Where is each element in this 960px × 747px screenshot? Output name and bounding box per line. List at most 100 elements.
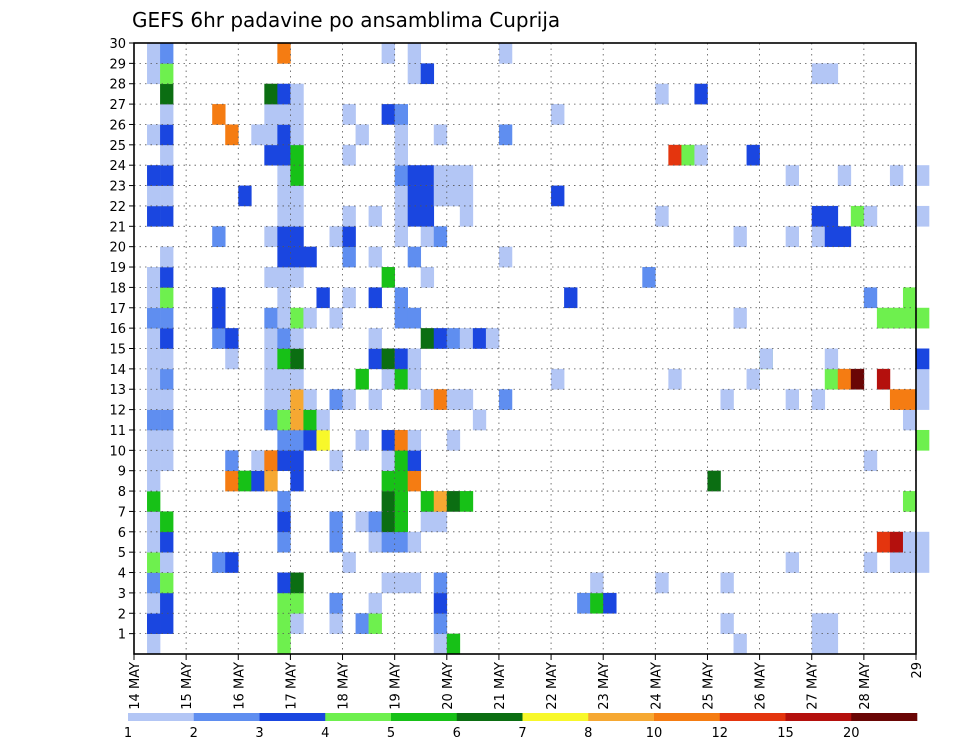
heatmap-cell	[394, 185, 408, 207]
heatmap-cell	[498, 389, 513, 410]
heatmap-cell	[381, 43, 395, 64]
heatmap-cell	[577, 592, 591, 614]
heatmap-cell	[342, 205, 356, 227]
heatmap-cell	[342, 287, 356, 309]
heatmap-cell	[160, 124, 174, 146]
heatmap-cell	[238, 185, 252, 207]
heatmap-cell	[225, 348, 239, 370]
heatmap-cell	[316, 429, 330, 451]
heatmap-cell	[655, 83, 669, 105]
heatmap-cell	[394, 572, 408, 594]
heatmap-cell	[290, 613, 304, 634]
heatmap-cell	[290, 267, 304, 288]
heatmap-cell	[264, 226, 278, 247]
heatmap-cell	[277, 368, 291, 390]
heatmap-cell	[147, 409, 161, 431]
heatmap-cell	[225, 470, 239, 492]
heatmap-cell	[264, 83, 278, 105]
heatmap-cell	[368, 613, 382, 634]
heatmap-cell	[264, 368, 278, 390]
heatmap-cell	[329, 226, 343, 247]
heatmap-cell	[394, 144, 408, 166]
heatmap-cell	[160, 572, 174, 594]
y-tick-label: 11	[109, 424, 126, 439]
heatmap-cell	[603, 592, 617, 614]
heatmap-cell	[876, 531, 891, 553]
heatmap-cell	[837, 226, 852, 247]
x-tick-label: 23 MAY	[597, 662, 612, 710]
legend-swatch	[193, 713, 260, 721]
heatmap-cell	[160, 328, 174, 349]
y-tick-label: 19	[109, 261, 126, 276]
heatmap-cell	[277, 205, 291, 227]
heatmap-cell	[564, 287, 578, 309]
heatmap-cell	[277, 267, 291, 288]
x-tick-label: 15 MAY	[180, 662, 195, 710]
heatmap-cell	[368, 348, 382, 370]
heatmap-cell	[290, 104, 304, 125]
heatmap-cell	[811, 205, 826, 227]
heatmap-cell	[251, 124, 265, 146]
heatmap-cell	[655, 205, 669, 227]
heatmap-cell	[160, 287, 174, 309]
heatmap-cell	[459, 328, 474, 349]
heatmap-cell	[446, 389, 461, 410]
heatmap-cell	[850, 368, 865, 390]
legend-label: 6	[453, 726, 461, 741]
y-tick-label: 21	[109, 220, 126, 235]
heatmap-cell	[147, 205, 161, 227]
heatmap-cell	[212, 552, 226, 573]
heatmap-cell	[642, 267, 656, 288]
heatmap-cell	[902, 531, 917, 553]
heatmap-cell	[290, 389, 304, 410]
heatmap-cell	[889, 307, 904, 329]
heatmap-cell	[381, 104, 395, 125]
x-axis-ticks: 14 MAY 15 MAY 16 MAY 17 MAY 18 MAY 19 MAY 20 M…	[128, 654, 925, 710]
heatmap-cell	[394, 307, 408, 329]
heatmap-cell	[446, 633, 461, 655]
heatmap-cell	[916, 389, 930, 410]
heatmap-cell	[590, 572, 604, 594]
y-tick-label: 1	[118, 628, 126, 643]
heatmap-cell	[485, 328, 500, 349]
y-tick-label: 4	[118, 567, 126, 582]
heatmap-cell	[902, 552, 917, 573]
heatmap-cell	[290, 226, 304, 247]
heatmap-cell	[290, 205, 304, 227]
heatmap-cell	[329, 307, 343, 329]
heatmap-cell	[394, 348, 408, 370]
y-tick-label: 22	[109, 200, 126, 215]
heatmap-cell	[160, 592, 174, 614]
legend-swatch	[654, 713, 721, 721]
heatmap-cell	[720, 613, 734, 634]
heatmap-cell	[290, 165, 304, 186]
heatmap-cell	[811, 633, 826, 655]
heatmap-cell	[498, 124, 513, 146]
heatmap-cell	[446, 328, 461, 349]
heatmap-cell	[811, 613, 826, 634]
heatmap-cell	[916, 531, 930, 553]
y-axis-ticks: 1234567891011121314151617181920212223242…	[109, 37, 134, 643]
heatmap-cells	[147, 43, 930, 655]
y-tick-label: 2	[118, 607, 126, 622]
heatmap-cell	[368, 205, 382, 227]
heatmap-cell	[225, 328, 239, 349]
heatmap-cell	[824, 63, 839, 85]
heatmap-cell	[147, 328, 161, 349]
heatmap-cell	[290, 144, 304, 166]
heatmap-cell	[876, 368, 891, 390]
legend-swatch	[325, 713, 392, 721]
y-tick-label: 5	[118, 546, 126, 561]
heatmap-cell	[381, 348, 395, 370]
heatmap-cell	[433, 226, 448, 247]
heatmap-cell	[381, 267, 395, 288]
x-tick-label: 20 MAY	[441, 662, 456, 710]
heatmap-cell	[342, 389, 356, 410]
heatmap-cell	[264, 470, 278, 492]
legend-swatch	[785, 713, 852, 721]
heatmap-cell	[342, 552, 356, 573]
y-tick-label: 9	[118, 465, 126, 480]
heatmap-cell	[277, 124, 291, 146]
heatmap-cell	[433, 389, 448, 410]
